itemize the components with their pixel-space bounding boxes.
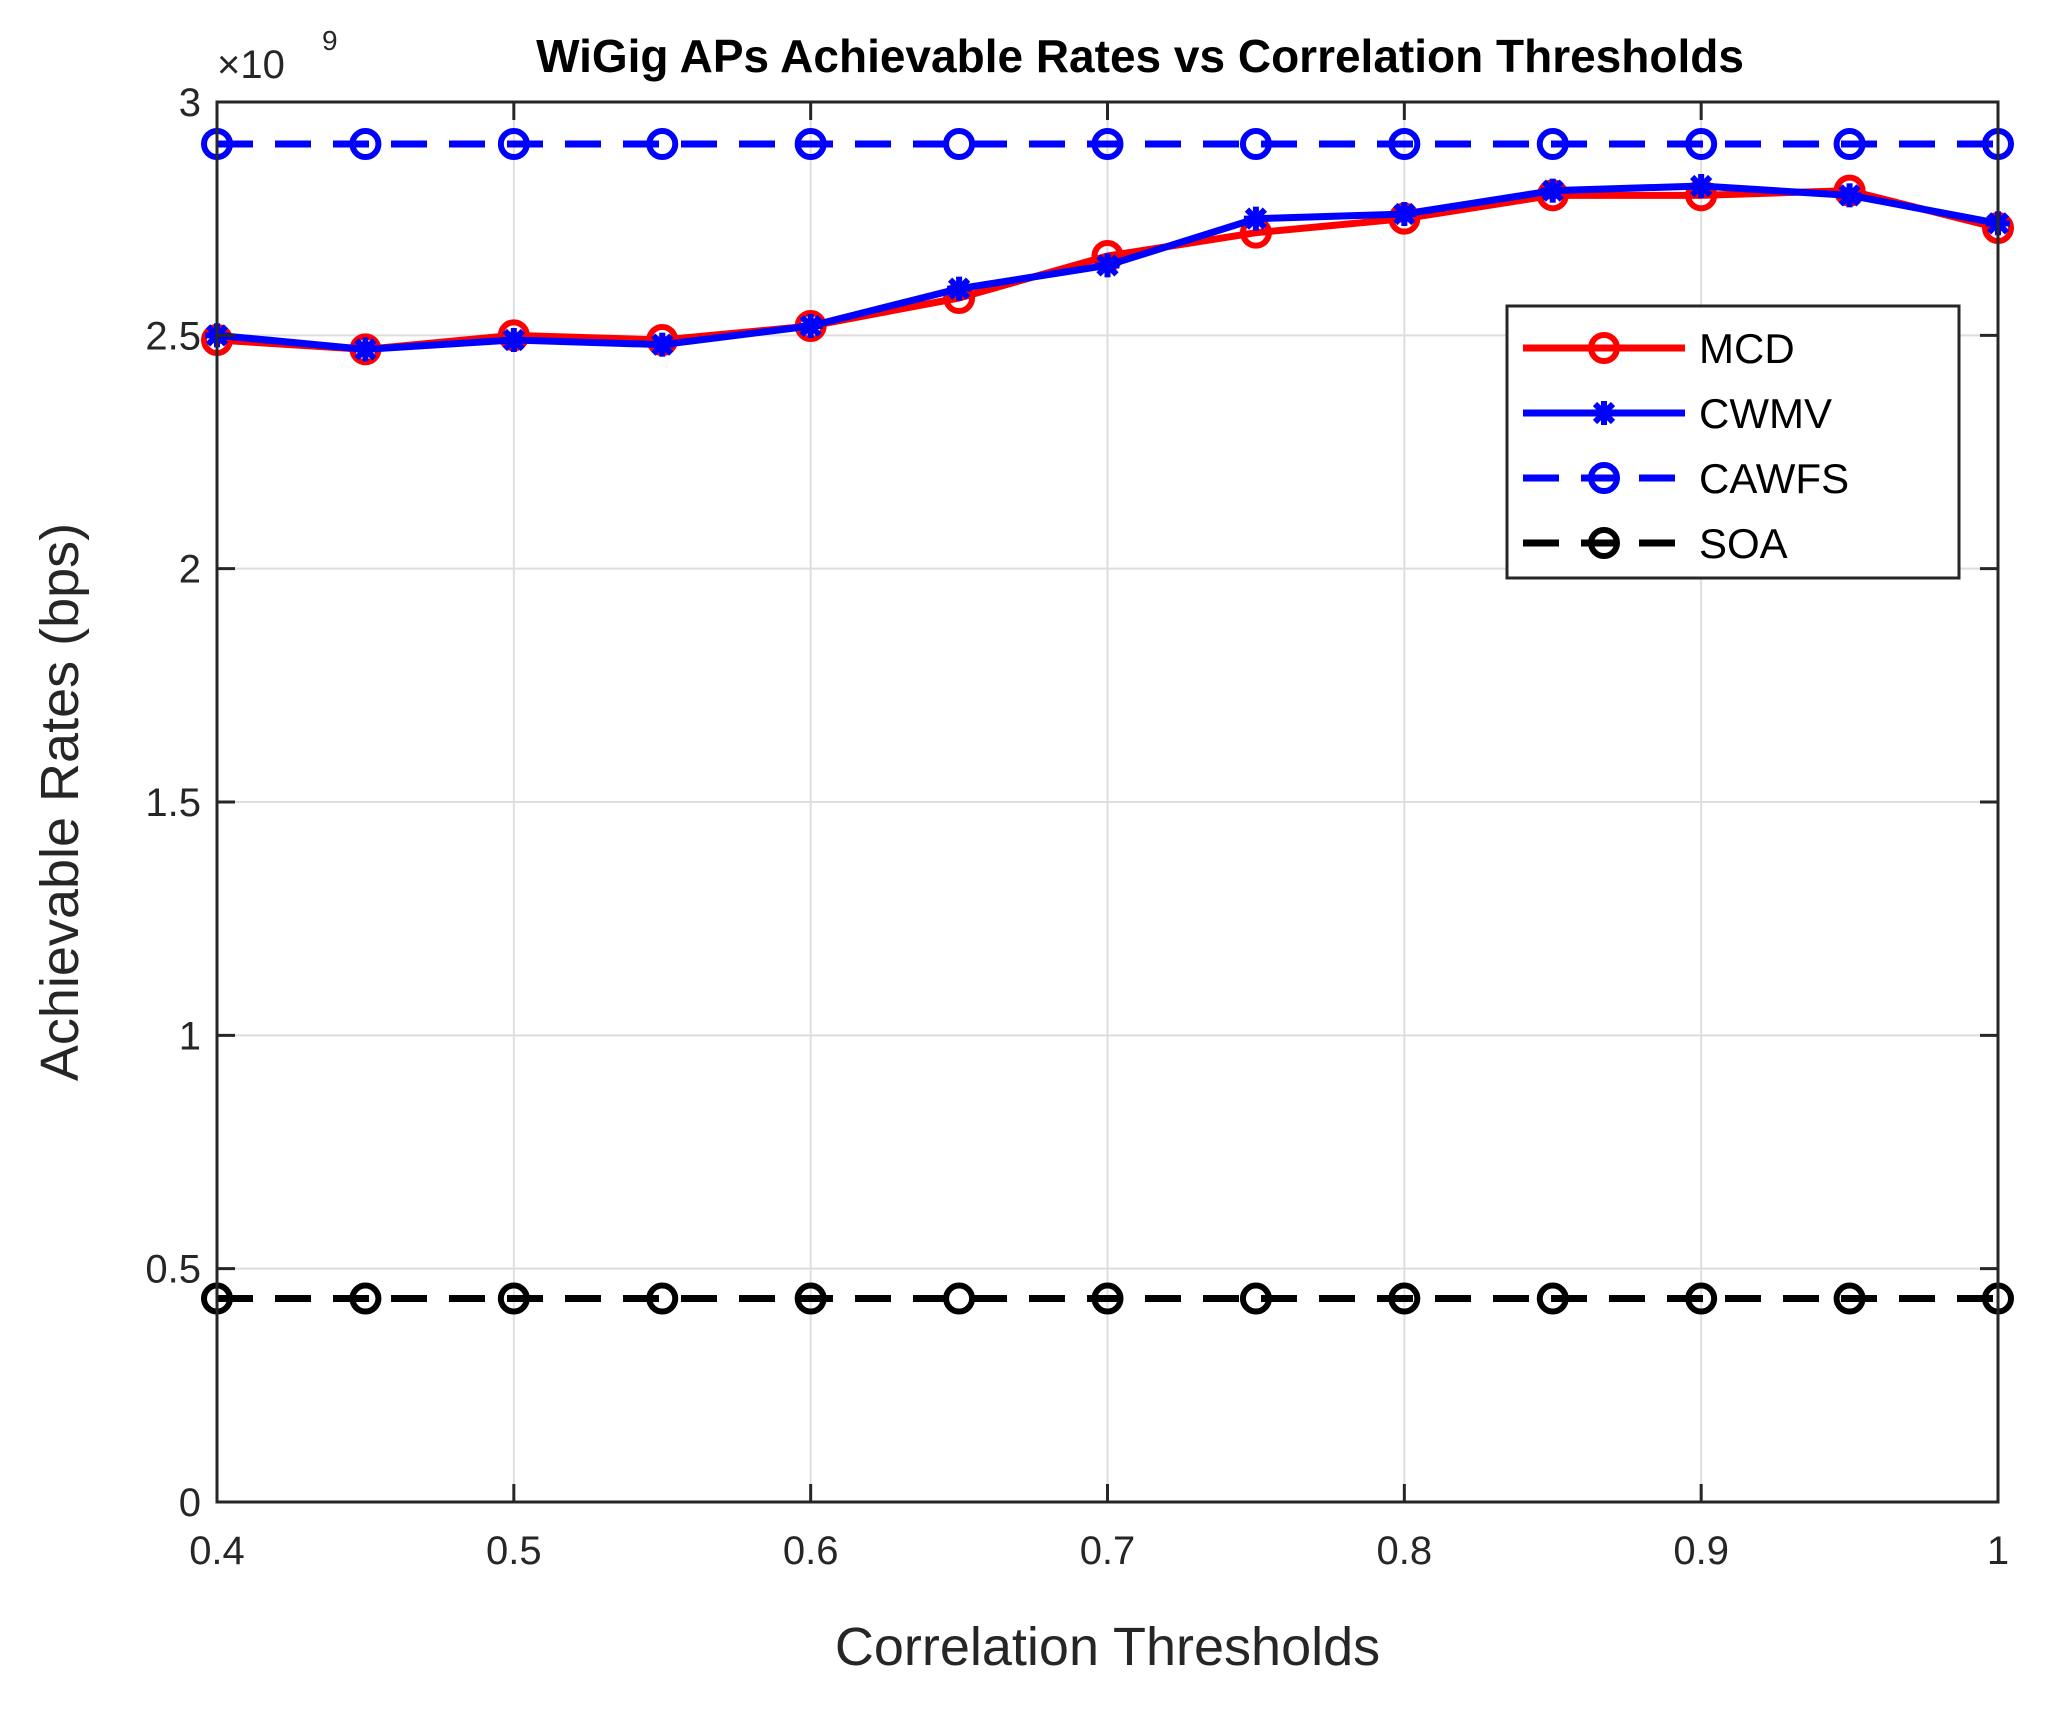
series-cwmv [205,174,2010,362]
asterisk-stroke [1592,401,1616,425]
legend-label: CWMV [1699,390,1832,437]
legend-label: CAWFS [1699,455,1849,502]
x-tick-label: 0.9 [1673,1529,1729,1573]
series-cwmv-marker [1392,202,1417,226]
asterisk-stroke [1690,174,1713,198]
y-axis-exponent-power: 9 [322,25,338,56]
asterisk-stroke [1838,184,1861,207]
series-soa-marker [1685,1282,1718,1315]
asterisk-stroke [1096,254,1119,277]
series-cawfs-marker [1091,128,1124,160]
y-tick-label: 0.5 [145,1248,201,1292]
legend-marker-sample [1588,462,1620,494]
legend-marker-sample [1588,332,1620,364]
asterisk-stroke [651,333,674,356]
y-tick-label: 2 [179,548,201,592]
series-soa-marker [1833,1282,1866,1315]
legend-label: SOA [1699,520,1788,567]
legend-item-cawfs: CAWFS [1523,455,1849,502]
series-soa-marker [1239,1282,1272,1315]
series-cwmv-marker [353,337,378,362]
series-soa-marker [1536,1282,1569,1315]
x-tick-label: 0.7 [1080,1529,1136,1573]
asterisk-stroke [354,338,377,361]
series-soa-marker [349,1282,382,1315]
series-soa-marker [943,1282,976,1315]
series-soa-marker [1388,1282,1421,1315]
legend-item-cwmv: CWMV [1523,390,1832,437]
asterisk-stroke [1244,207,1268,230]
y-tick-label: 3 [179,81,201,125]
series-cawfs-marker [1685,128,1718,160]
series-cwmv-marker [501,328,526,352]
x-tick-label: 0.5 [486,1529,542,1573]
series-cwmv-marker [1095,253,1120,278]
series-cawfs-marker [1388,128,1421,160]
y-axis-label: Achievable Rates (bps) [30,523,90,1081]
series-cwmv-marker [947,276,972,301]
asterisk-stroke [1541,179,1564,202]
series-cawfs-marker [349,128,382,160]
series-cawfs-marker [646,128,679,160]
legend-marker-sample [1588,527,1620,559]
series-cwmv-marker [1689,174,1714,198]
x-tick-label: 0.6 [783,1529,839,1573]
y-tick-label: 1.5 [145,781,201,825]
series-soa [201,1282,2014,1315]
series-cawfs-marker [497,128,530,160]
x-tick-label: 0.8 [1377,1529,1433,1573]
chart-title: WiGig APs Achievable Rates vs Correlatio… [536,30,1744,82]
legend-item-soa: SOA [1523,520,1788,567]
asterisk-stroke [1393,202,1416,226]
series-cwmv-marker [798,314,823,338]
y-tick-label: 1 [179,1014,201,1058]
series-cwmv-marker [1540,178,1565,203]
series-soa-marker [794,1282,827,1315]
series-cawfs-marker [1239,128,1272,160]
x-tick-label: 1 [1987,1529,2009,1573]
series-soa-marker [646,1282,679,1315]
legend-label: MCD [1699,325,1795,372]
series-soa-marker [1091,1282,1124,1315]
y-axis-exponent-base: ×10 [217,43,285,87]
asterisk-stroke [947,277,971,300]
axis-ticks: 0.4 0.5 0.6 0.7 0.8 0.9 1 0 0.5 1 1.5 2 2.5 3 [145,81,2009,1573]
series-cwmv-marker [1243,206,1268,231]
y-tick-label: 0 [179,1481,201,1525]
legend-item-mcd: MCD [1523,325,1795,372]
series-cawfs-marker [943,128,976,160]
legend-marker-sample [1592,401,1616,425]
x-axis-label: Correlation Thresholds [835,1617,1380,1677]
series-cawfs-marker [1536,128,1569,160]
y-tick-label: 2.5 [145,314,201,358]
series-cwmv-marker [650,332,675,357]
x-tick-label: 0.4 [189,1529,245,1573]
legend: MCD CWMV CAWFS SOA [1505,304,1961,580]
series-cwmv-marker [1837,183,1862,208]
asterisk-stroke [502,328,525,352]
asterisk-stroke [799,314,822,338]
series-cawfs-marker [794,128,827,160]
series-cawfs-marker [1833,128,1866,160]
series-soa-marker [497,1282,530,1315]
